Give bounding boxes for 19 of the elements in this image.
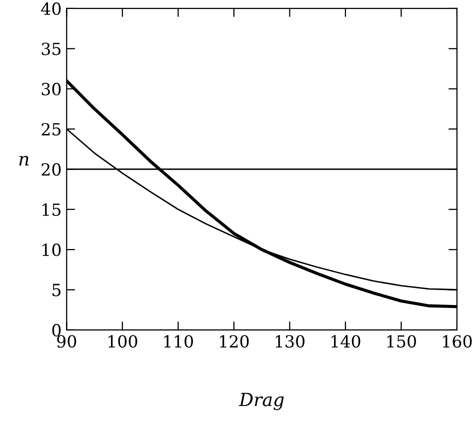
x-tick-label: 140 (332, 335, 360, 348)
x-tick-label: 110 (164, 335, 193, 348)
y-tick-label: 35 (42, 42, 60, 56)
y-tick-label: 25 (42, 122, 60, 136)
x-tick-label: 130 (276, 335, 304, 348)
y-tick-label: 30 (42, 82, 61, 96)
x-axis-title: Drag (238, 392, 284, 410)
y-axis-title: n (19, 156, 28, 166)
x-tick-label: 100 (108, 335, 138, 348)
x-tick-label: 160 (443, 335, 472, 348)
x-tick-label: 120 (220, 335, 249, 348)
y-tick-label: 10 (42, 244, 61, 256)
y-tick-label: 15 (42, 203, 60, 216)
y-tick-label: 40 (41, 2, 61, 16)
y-tick-label: 20 (42, 163, 61, 176)
x-tick-label: 150 (387, 335, 416, 348)
x-tick-label: 90 (57, 335, 76, 348)
y-tick-label: 0 (52, 324, 61, 337)
y-tick-label: 5 (52, 284, 60, 296)
